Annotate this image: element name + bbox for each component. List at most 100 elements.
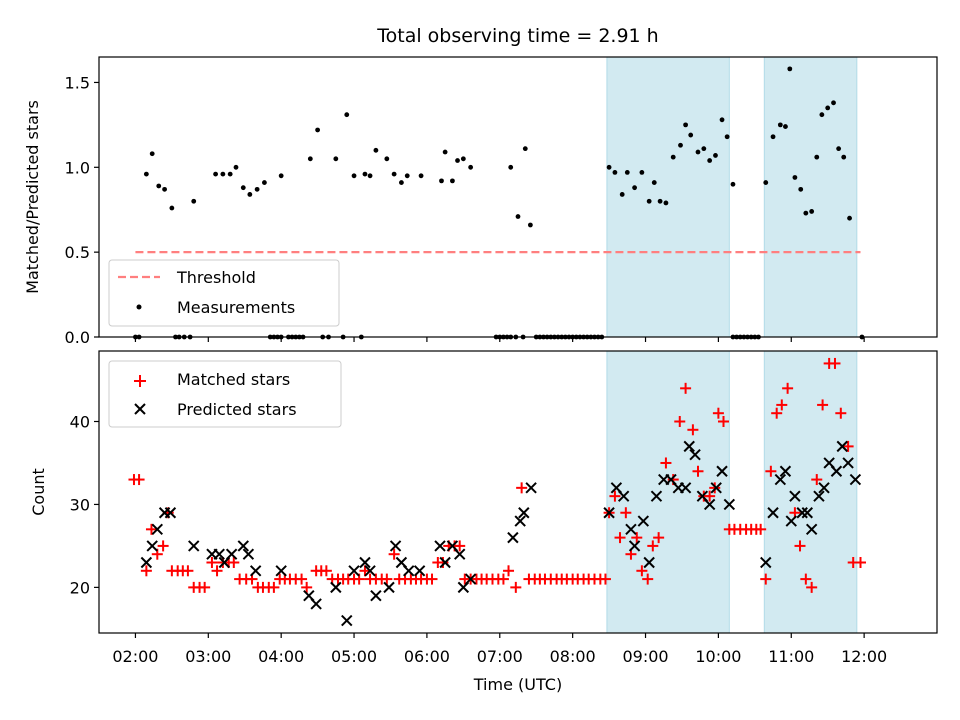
measurement-point	[439, 178, 444, 184]
top-panel: 0.0 0.5 1.0 1.5 Matched/Predicted stars Thr…	[23, 56, 938, 347]
measurement-point	[149, 151, 155, 157]
x-tick-label: 09:00	[622, 647, 668, 666]
measurement-point	[233, 164, 239, 170]
matched-star-point	[811, 474, 823, 486]
measurement-point	[278, 173, 284, 179]
measurement-point	[663, 200, 669, 206]
matched-star-point	[614, 532, 626, 544]
measurement-point	[442, 149, 448, 155]
top-y-tick-label: 0.5	[65, 243, 90, 262]
predicted-star-point	[637, 515, 650, 527]
measurement-point	[678, 142, 683, 148]
bottom-panel: 20 30 40 02:00 03:00 04:00 05:00 06:00 07:00 08:…	[29, 350, 938, 694]
predicted-star-point	[818, 482, 830, 494]
predicted-star-point	[249, 565, 262, 577]
measurement-point	[247, 192, 253, 197]
measurement-point	[220, 171, 226, 177]
x-tick-label: 12:00	[841, 647, 887, 666]
measurement-point	[515, 214, 521, 219]
matched-star-point	[842, 440, 854, 452]
matched-star-point	[794, 540, 806, 552]
measurement-point	[508, 164, 514, 170]
measurement-point	[707, 158, 713, 163]
matched-star-point	[829, 357, 841, 369]
predicted-star-point	[779, 465, 792, 477]
matched-star-point	[199, 581, 211, 593]
measurement-point	[468, 164, 474, 170]
matched-star-point	[712, 407, 724, 419]
measurement-point	[606, 164, 612, 170]
measurement-point	[819, 112, 825, 118]
predicted-star-point	[310, 598, 322, 610]
top-legend: Threshold Measurements	[108, 259, 340, 327]
bottom-axes-frame	[98, 350, 938, 634]
bottom-y-tick-label: 30	[70, 495, 90, 514]
x-tick-label: 03:00	[185, 647, 231, 666]
measurement-point	[670, 154, 676, 160]
predicted-star-point	[370, 589, 382, 602]
measurement-point	[612, 169, 618, 175]
matched-star-point	[647, 540, 659, 552]
matched-star-point	[145, 523, 157, 535]
top-x-ticks	[134, 337, 865, 342]
predicted-star-point	[434, 540, 446, 552]
measurement-point	[450, 178, 455, 184]
predicted-star-point	[836, 440, 848, 453]
predicted-star-point	[348, 565, 360, 577]
predicted-star-point	[140, 556, 153, 569]
matched-star-point	[620, 507, 632, 519]
measurement-point	[460, 156, 466, 162]
matched-star-point	[817, 399, 829, 411]
matched-star-point	[133, 474, 145, 486]
predicted-star-point	[518, 507, 530, 519]
measurement-point	[657, 198, 663, 204]
predicted-star-point	[849, 473, 862, 486]
measurement-point	[803, 210, 809, 216]
predicted-star-point	[453, 548, 466, 560]
matched-star-point	[674, 416, 686, 427]
predicted-star-point	[789, 490, 801, 502]
matched-star-point	[510, 581, 522, 593]
predicted-star-point	[464, 573, 477, 585]
predicted-star-point	[242, 548, 255, 560]
bottom-y-tick-label: 20	[70, 578, 90, 597]
predicted-star-point	[330, 581, 342, 594]
measurement-point	[367, 173, 373, 179]
predicted-star-point	[237, 540, 249, 552]
matched-star-point	[704, 490, 716, 502]
predicted-star-point	[679, 482, 692, 494]
predicted-star-point	[710, 482, 722, 494]
matched-star-point	[157, 540, 169, 552]
predicted-star-point	[402, 565, 415, 577]
predicted-star-point	[507, 531, 519, 544]
measurement-point	[836, 146, 842, 152]
x-tick-label: 04:00	[258, 647, 304, 666]
matched-star-point	[599, 573, 611, 585]
predicted-star-point	[760, 556, 772, 569]
measurement-point	[798, 186, 804, 192]
x-tick-label: 07:00	[477, 647, 523, 666]
x-axis-label: Time (UTC)	[473, 675, 562, 694]
measurement-point	[814, 154, 820, 160]
measurement-point	[227, 171, 233, 177]
x-tick-label: 05:00	[331, 647, 377, 666]
measurement-point	[847, 215, 852, 221]
measurement-point	[399, 180, 404, 185]
predicted-star-point	[689, 448, 701, 461]
measurement-point	[695, 149, 701, 155]
top-axes-frame	[98, 56, 938, 338]
x-tick-label: 08:00	[550, 647, 596, 666]
predicted-star-point	[813, 490, 825, 502]
measurement-point	[169, 205, 175, 211]
matched-star-point	[782, 382, 794, 394]
matched-stars-points	[128, 357, 866, 593]
matched-star-point	[800, 573, 812, 585]
measurement-point	[719, 117, 725, 123]
matched-star-point	[692, 465, 704, 477]
measurement-point	[783, 124, 788, 129]
measurement-point	[792, 175, 798, 180]
matched-star-point	[381, 573, 393, 585]
predicted-star-point	[643, 556, 655, 569]
predicted-star-point	[805, 523, 818, 536]
